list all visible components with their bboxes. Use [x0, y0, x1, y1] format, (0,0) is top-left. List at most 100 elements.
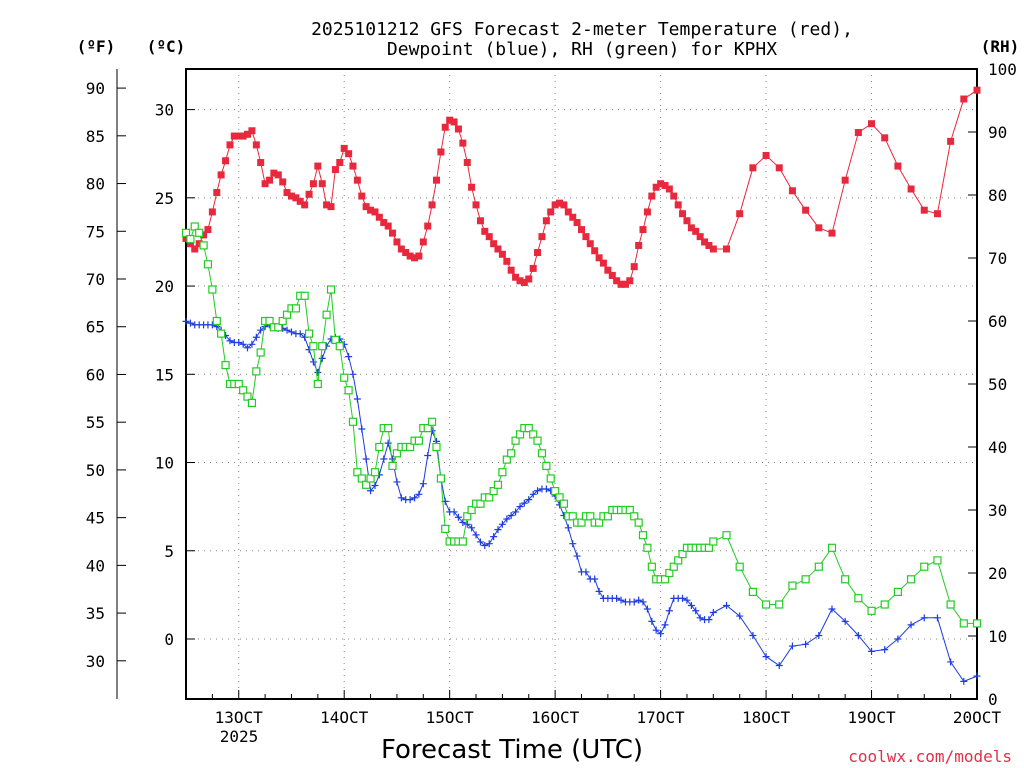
rh-point	[515, 430, 525, 439]
temperature-point	[604, 266, 612, 274]
temperature-point	[525, 275, 533, 283]
rh-tick-label: 0	[988, 690, 998, 709]
dewpoint-point	[349, 370, 357, 378]
rh-point	[674, 556, 683, 565]
rh-point	[788, 581, 797, 590]
temperature-point	[305, 190, 313, 198]
temperature-point	[345, 150, 353, 158]
rh-point	[489, 487, 498, 496]
rh-point	[933, 556, 942, 565]
dewpoint-point	[476, 538, 484, 546]
dewpoint-point	[613, 594, 621, 602]
x-axis-title: Forecast Time (UTC)	[381, 735, 643, 765]
rh-tick-label: 30	[988, 501, 1007, 520]
rh-tick-label: 70	[988, 249, 1007, 268]
rh-point	[348, 417, 358, 426]
time-axis: 13OCT 14OCT 15OCT 16OCT 17OCT 18OCT 19OCT 20OCT	[185, 690, 1001, 727]
temperature-point	[270, 169, 278, 177]
unit-celsius-label: (ºC)	[147, 37, 186, 56]
dewpoint-point	[424, 451, 432, 459]
celsius-tick-label: 25	[155, 189, 174, 208]
temperature-point	[775, 164, 783, 172]
fahrenheit-tick-label: 85	[86, 127, 105, 146]
rh-point	[867, 606, 876, 615]
rh-point	[436, 474, 446, 483]
temperature-point	[661, 181, 669, 189]
dewpoint-point	[454, 513, 462, 521]
unit-rh-label: (RH)	[981, 37, 1020, 56]
dewpoint-point	[248, 340, 256, 348]
temperature-point	[573, 219, 581, 227]
rh-point	[414, 436, 423, 445]
fahrenheit-tick-label: 35	[86, 604, 105, 623]
fahrenheit-tick-label: 90	[86, 79, 105, 98]
temperature-point	[868, 120, 876, 128]
dewpoint-point	[507, 511, 515, 519]
fahrenheit-axis: 30 35 40 45 50 55 60 65 70 75 80 85 90	[86, 79, 126, 671]
rh-point	[239, 386, 248, 395]
dewpoint-point	[182, 317, 190, 325]
temperature-point	[841, 176, 849, 184]
rh-point	[577, 518, 586, 527]
dewpoint-point	[652, 626, 660, 634]
time-tick-label: 19OCT	[847, 708, 896, 727]
rh-point	[625, 505, 634, 515]
fahrenheit-tick-label: 45	[86, 509, 105, 528]
temperature-point	[230, 132, 238, 140]
rh-point	[546, 474, 555, 483]
temperature-point	[415, 252, 423, 260]
temperature-point	[736, 210, 744, 218]
temperature-point	[599, 259, 607, 267]
temperature-point	[437, 148, 445, 156]
rh-point	[300, 291, 309, 300]
rh-tick-label: 10	[988, 627, 1007, 646]
series-temperature	[182, 86, 981, 288]
rh-point	[234, 379, 243, 389]
temperature-point	[635, 241, 643, 249]
rh-point	[463, 512, 472, 521]
rh-point	[647, 562, 656, 571]
dewpoint-point	[494, 526, 502, 534]
temperature-point	[468, 183, 476, 191]
dewpoint-point	[226, 337, 234, 345]
temperature-point	[529, 264, 537, 272]
rh-point	[331, 335, 340, 344]
celsius-tick-label: 0	[164, 630, 174, 649]
dewpoint-point	[512, 508, 520, 516]
dewpoint-point	[582, 568, 590, 576]
temperature-point	[454, 125, 462, 133]
temperature-point	[186, 240, 194, 248]
dewpoint-point	[239, 340, 247, 348]
temperature-point	[516, 277, 524, 285]
time-tick-label: 17OCT	[637, 708, 686, 727]
temperature-point	[419, 238, 427, 246]
temperature-point	[591, 247, 599, 255]
dewpoint-point	[683, 596, 691, 604]
rh-point	[362, 480, 371, 489]
temperature-point	[204, 226, 212, 234]
temperature-point	[534, 249, 542, 257]
temperature-point	[670, 192, 678, 200]
rh-point	[704, 543, 714, 552]
temperature-point	[182, 234, 190, 242]
rh-point	[511, 436, 520, 445]
rh-point	[427, 417, 437, 426]
temperature-point	[815, 224, 823, 232]
temperature-point	[630, 263, 638, 271]
rh-tick-label: 100	[988, 60, 1017, 79]
dewpoint-point	[380, 455, 388, 463]
temperature-point	[226, 141, 234, 149]
temperature-point	[490, 240, 498, 248]
temperature-point	[266, 176, 274, 184]
dewpoint-point	[516, 503, 524, 511]
dewpoint-point	[648, 617, 656, 625]
temperature-point	[371, 208, 379, 216]
dewpoint-point	[692, 607, 700, 615]
rh-point	[291, 304, 300, 313]
dewpoint-point	[564, 524, 572, 532]
temperature-point	[485, 233, 493, 241]
temperature-point	[617, 280, 625, 288]
dewpoint-point	[705, 616, 713, 624]
temperature-point	[314, 162, 322, 170]
